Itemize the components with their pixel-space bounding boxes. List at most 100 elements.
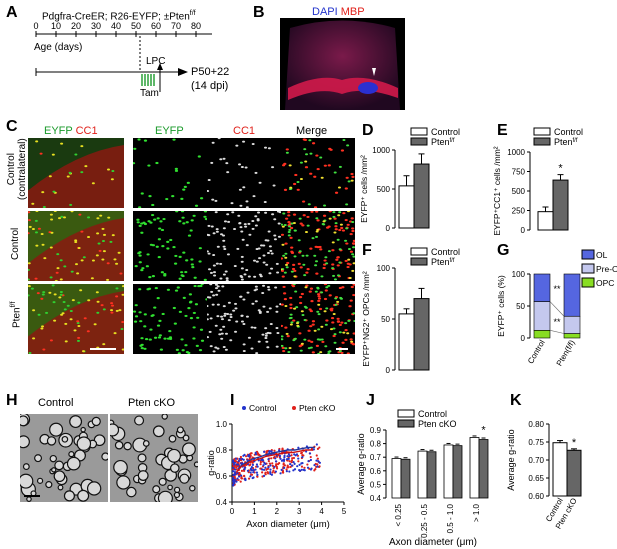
- scatter-point-control: [286, 455, 289, 458]
- scatter-point-control: [233, 468, 237, 471]
- row-label-pten: Ptenf/f: [10, 301, 23, 328]
- y-axis-label: EYFP⁺CC1⁺ cells /mm²: [492, 146, 502, 235]
- panel-label-j: J: [366, 392, 375, 409]
- y-tick-label: 0: [521, 334, 526, 343]
- scatter-point-control: [308, 452, 312, 455]
- panel-label-i: I: [230, 392, 235, 409]
- scatter-point-pten: [281, 447, 284, 450]
- x-tick-label: 2: [275, 507, 280, 516]
- scatter-point-pten: [316, 447, 320, 450]
- chart-g: OL Pre-OL OPC 0 50 100 EYFP⁺ cells (%) Control P…: [496, 249, 617, 368]
- panel-label-b: B: [253, 4, 265, 21]
- scatter-point-control: [309, 468, 313, 471]
- legend-swatch: [581, 277, 595, 288]
- scatter-point-pten: [235, 466, 238, 469]
- axon: [57, 484, 64, 491]
- axon: [53, 470, 66, 483]
- x-axis-label: Axon diameter (μm): [246, 519, 330, 530]
- scale-bar: [90, 348, 116, 350]
- scatter-point-pten: [271, 462, 274, 465]
- legend-label-pten: Pten cKO: [418, 419, 457, 429]
- legend-label-control: Control: [554, 127, 583, 137]
- fit-line-pten: [235, 449, 313, 473]
- scatter-point-control: [313, 464, 316, 467]
- axon: [134, 415, 145, 426]
- col-merge: Merge: [296, 125, 328, 137]
- bar-control: [537, 211, 554, 231]
- scatter-point-pten: [290, 454, 293, 457]
- axon: [193, 461, 198, 468]
- axon: [152, 485, 161, 494]
- y-tick-label: 0.7: [370, 453, 382, 462]
- panel-label-d: D: [362, 122, 374, 139]
- scatter-point-control: [255, 463, 259, 466]
- significance-marker: **: [553, 284, 561, 294]
- bar-pten: [566, 449, 582, 497]
- axon: [142, 440, 150, 447]
- scatter-point-control: [315, 459, 318, 462]
- x-tick-label: 1: [252, 507, 257, 516]
- y-tick-label: 0.65: [528, 474, 544, 483]
- axon: [45, 481, 53, 489]
- axon: [170, 463, 180, 473]
- scatter-point-pten: [318, 465, 321, 468]
- timeline-tick-label: 0: [33, 21, 38, 31]
- scatter-point-pten: [272, 469, 275, 472]
- scatter-point-control: [249, 471, 252, 474]
- scatter-point-pten: [292, 456, 296, 460]
- scatter-point-control: [234, 473, 237, 476]
- axon: [101, 452, 108, 461]
- timeline-tick-label: 20: [71, 21, 81, 31]
- axon: [20, 473, 34, 489]
- legend-label-pten: Ptenf/f: [554, 137, 578, 147]
- significance-marker: **: [553, 317, 561, 327]
- scatter-point-control: [241, 457, 244, 461]
- scatter-point-pten: [264, 471, 267, 474]
- y-tick-label: 0.4: [370, 494, 382, 503]
- scatter-point-control: [303, 469, 306, 472]
- scatter-point-control: [255, 471, 259, 474]
- y-tick-label: 0: [386, 224, 391, 233]
- x-tick-label: 0.25 - 0.5: [420, 503, 429, 537]
- axon: [26, 496, 32, 502]
- scatter-point-control: [251, 476, 254, 480]
- em-pten-label: Pten cKO: [128, 397, 176, 409]
- scatter-point-control: [315, 443, 318, 446]
- x-tick-label: 4: [319, 507, 324, 516]
- y-tick-label: 0.4: [216, 498, 228, 507]
- timeline-tick-label: 10: [51, 21, 61, 31]
- axon: [176, 426, 184, 434]
- panel-label-e: E: [497, 122, 508, 139]
- scatter-point-pten: [290, 459, 294, 462]
- scatter-point-control: [292, 469, 295, 472]
- connector: [549, 330, 565, 334]
- y-axis-label: EYFP⁺ cells /mm²: [359, 155, 369, 223]
- scatter-point-pten: [291, 457, 294, 460]
- scatter-point-pten: [240, 469, 244, 473]
- axon: [113, 459, 128, 475]
- scatter-point-control: [249, 475, 252, 478]
- y-tick-label: 0: [386, 366, 391, 375]
- y-tick-label: 250: [512, 207, 526, 216]
- bar-control: [391, 458, 402, 499]
- axon: [168, 434, 177, 443]
- scatter-point-pten: [316, 457, 319, 460]
- scatter-point-control: [282, 458, 285, 462]
- scatter-point-control: [273, 465, 276, 468]
- legend-label-pten: Ptenf/f: [431, 257, 455, 267]
- scatter-point-control: [292, 460, 295, 464]
- y-tick-label: 0.5: [370, 480, 382, 489]
- axon: [20, 435, 30, 449]
- scatter-point-control: [263, 450, 266, 453]
- endpoint-label: P50+22: [191, 66, 230, 78]
- scatter-point-pten: [249, 452, 252, 455]
- em-control-label: Control: [38, 397, 74, 409]
- scatter-point-pten: [239, 455, 243, 459]
- scatter-point-control: [236, 472, 239, 475]
- fit-line-control: [238, 446, 315, 469]
- axon: [91, 416, 101, 427]
- scatter-point-control: [280, 468, 283, 471]
- x-tick-label: 3: [297, 507, 302, 516]
- scatter-point-pten: [318, 446, 321, 449]
- scatter-point-control: [240, 474, 243, 477]
